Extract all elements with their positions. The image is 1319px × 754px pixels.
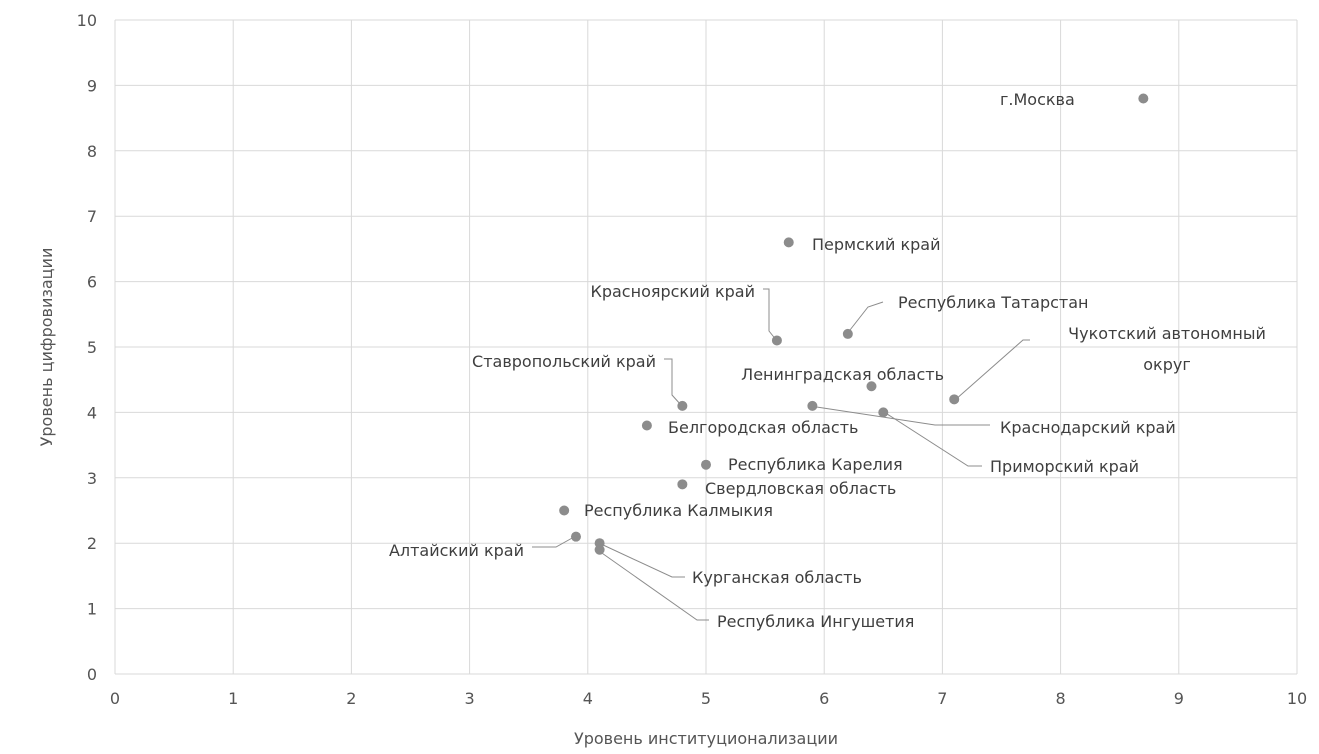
data-point (1138, 93, 1149, 104)
y-tick-label: 5 (87, 338, 97, 357)
leader-line (598, 550, 709, 621)
x-tick-label: 9 (1174, 689, 1184, 708)
y-tick-label: 4 (87, 403, 97, 422)
y-tick-label: 8 (87, 142, 97, 161)
data-label: Ленинградская область (741, 365, 944, 384)
data-label: г.Москва (1000, 90, 1075, 109)
data-point (570, 531, 581, 542)
x-tick-label: 10 (1287, 689, 1307, 708)
data-label: Республика Татарстан (898, 293, 1089, 312)
data-point (559, 505, 570, 516)
data-point (701, 459, 711, 470)
data-label: Красноярский край (590, 282, 755, 301)
data-point (866, 381, 877, 392)
data-label: Алтайский край (389, 541, 524, 560)
y-tick-label: 6 (87, 273, 97, 292)
x-tick-label: 5 (701, 689, 711, 708)
x-tick-label: 7 (937, 689, 947, 708)
x-axis-ticks: 0 1 2 3 4 5 6 7 8 9 10 (110, 689, 1307, 708)
data-label: Белгородская область (668, 418, 858, 437)
data-label: Приморский край (990, 457, 1139, 476)
data-label: Республика Ингушетия (717, 612, 914, 631)
data-point (677, 479, 688, 490)
data-point (594, 544, 605, 555)
y-axis-title: Уровень цифровизации (37, 248, 56, 447)
gridlines (114, 19, 1298, 675)
x-tick-label: 0 (110, 689, 120, 708)
leader-line (763, 288, 778, 342)
y-tick-label: 1 (87, 600, 97, 619)
leader-line (664, 358, 682, 406)
data-label: Республика Калмыкия (584, 501, 773, 520)
data-point (641, 420, 652, 431)
x-axis-title: Уровень институционализации (574, 729, 838, 748)
x-tick-label: 6 (819, 689, 829, 708)
x-tick-label: 8 (1056, 689, 1066, 708)
leader-line (883, 411, 982, 467)
data-label: Чукотский автономный округ (1068, 324, 1266, 374)
data-point (783, 237, 794, 248)
x-tick-label: 3 (465, 689, 475, 708)
data-label: Республика Карелия (728, 455, 903, 474)
y-tick-label: 2 (87, 534, 97, 553)
leader-line (809, 405, 990, 426)
data-label: Свердловская область (705, 479, 896, 498)
y-tick-label: 0 (87, 665, 97, 684)
data-label: Курганская область (692, 568, 862, 587)
leader-line (849, 301, 884, 331)
y-tick-label: 3 (87, 469, 97, 488)
leader-lines (532, 288, 1030, 621)
x-tick-label: 1 (228, 689, 238, 708)
leader-line (600, 543, 685, 578)
data-point (771, 335, 782, 346)
data-point (842, 328, 853, 339)
y-axis-ticks: 0 1 2 3 4 5 6 7 8 9 10 (77, 11, 97, 684)
leader-line (532, 536, 575, 548)
y-tick-label: 9 (87, 76, 97, 95)
data-point (878, 407, 889, 418)
data-points (559, 93, 1149, 555)
x-tick-label: 2 (346, 689, 356, 708)
data-labels: г.Москва Пермский край Красноярский край Ре… (389, 90, 1266, 631)
data-label: Ставропольский край (472, 352, 656, 371)
data-point (677, 400, 688, 411)
data-label: Пермский край (812, 235, 940, 254)
x-tick-label: 4 (583, 689, 593, 708)
data-point (807, 400, 818, 411)
data-label: Краснодарский край (1000, 418, 1176, 437)
data-point (949, 394, 960, 405)
y-tick-label: 10 (77, 11, 97, 30)
y-tick-label: 7 (87, 207, 97, 226)
leader-line (954, 339, 1030, 401)
